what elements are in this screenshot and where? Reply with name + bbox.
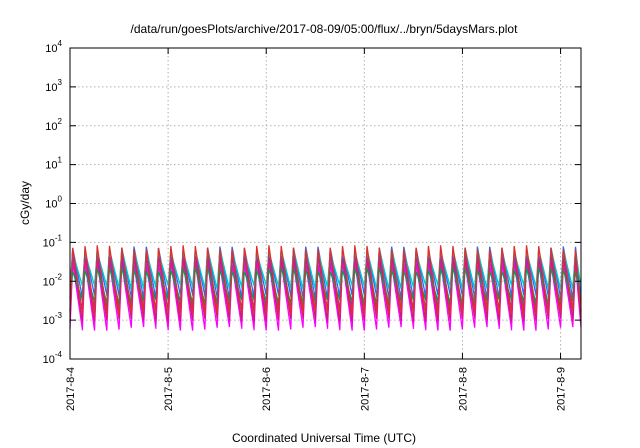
y-tick-label: 10-3 xyxy=(43,311,63,327)
y-tick-label: 101 xyxy=(45,156,62,172)
y-tick-label: 103 xyxy=(45,78,62,94)
x-tick-label: 2017-8-4 xyxy=(65,367,77,411)
ticks xyxy=(69,47,581,360)
y-tick-label: 10-2 xyxy=(43,272,63,288)
x-tick-labels: 2017-8-4 2017-8-5 2017-8-6 2017-8-7 2017-8-8… xyxy=(65,367,568,411)
y-tick-labels: 10-4 10-3 10-2 10-1 100 101 102 103 104 xyxy=(43,39,63,366)
y-tick-label: 10-4 xyxy=(43,350,63,366)
chart-title: /data/run/goesPlots/archive/2017-08-09/0… xyxy=(131,22,519,36)
x-tick-label: 2017-8-6 xyxy=(261,367,273,411)
series-line xyxy=(69,245,582,316)
y-axis-label: cGy/day xyxy=(18,181,32,225)
x-axis-label: Coordinated Universal Time (UTC) xyxy=(232,431,416,445)
y-tick-label: 10-1 xyxy=(43,233,63,249)
x-tick-label: 2017-8-9 xyxy=(556,367,568,411)
x-tick-label: 2017-8-8 xyxy=(457,367,469,411)
y-tick-label: 102 xyxy=(45,117,62,133)
y-tick-label: 100 xyxy=(45,195,62,211)
series-line xyxy=(69,260,582,331)
y-tick-label: 104 xyxy=(45,39,62,55)
series-layer xyxy=(69,245,582,331)
x-tick-label: 2017-8-7 xyxy=(359,367,371,411)
series-line xyxy=(69,253,582,322)
series-line xyxy=(69,248,582,290)
x-tick-label: 2017-8-5 xyxy=(163,367,175,411)
